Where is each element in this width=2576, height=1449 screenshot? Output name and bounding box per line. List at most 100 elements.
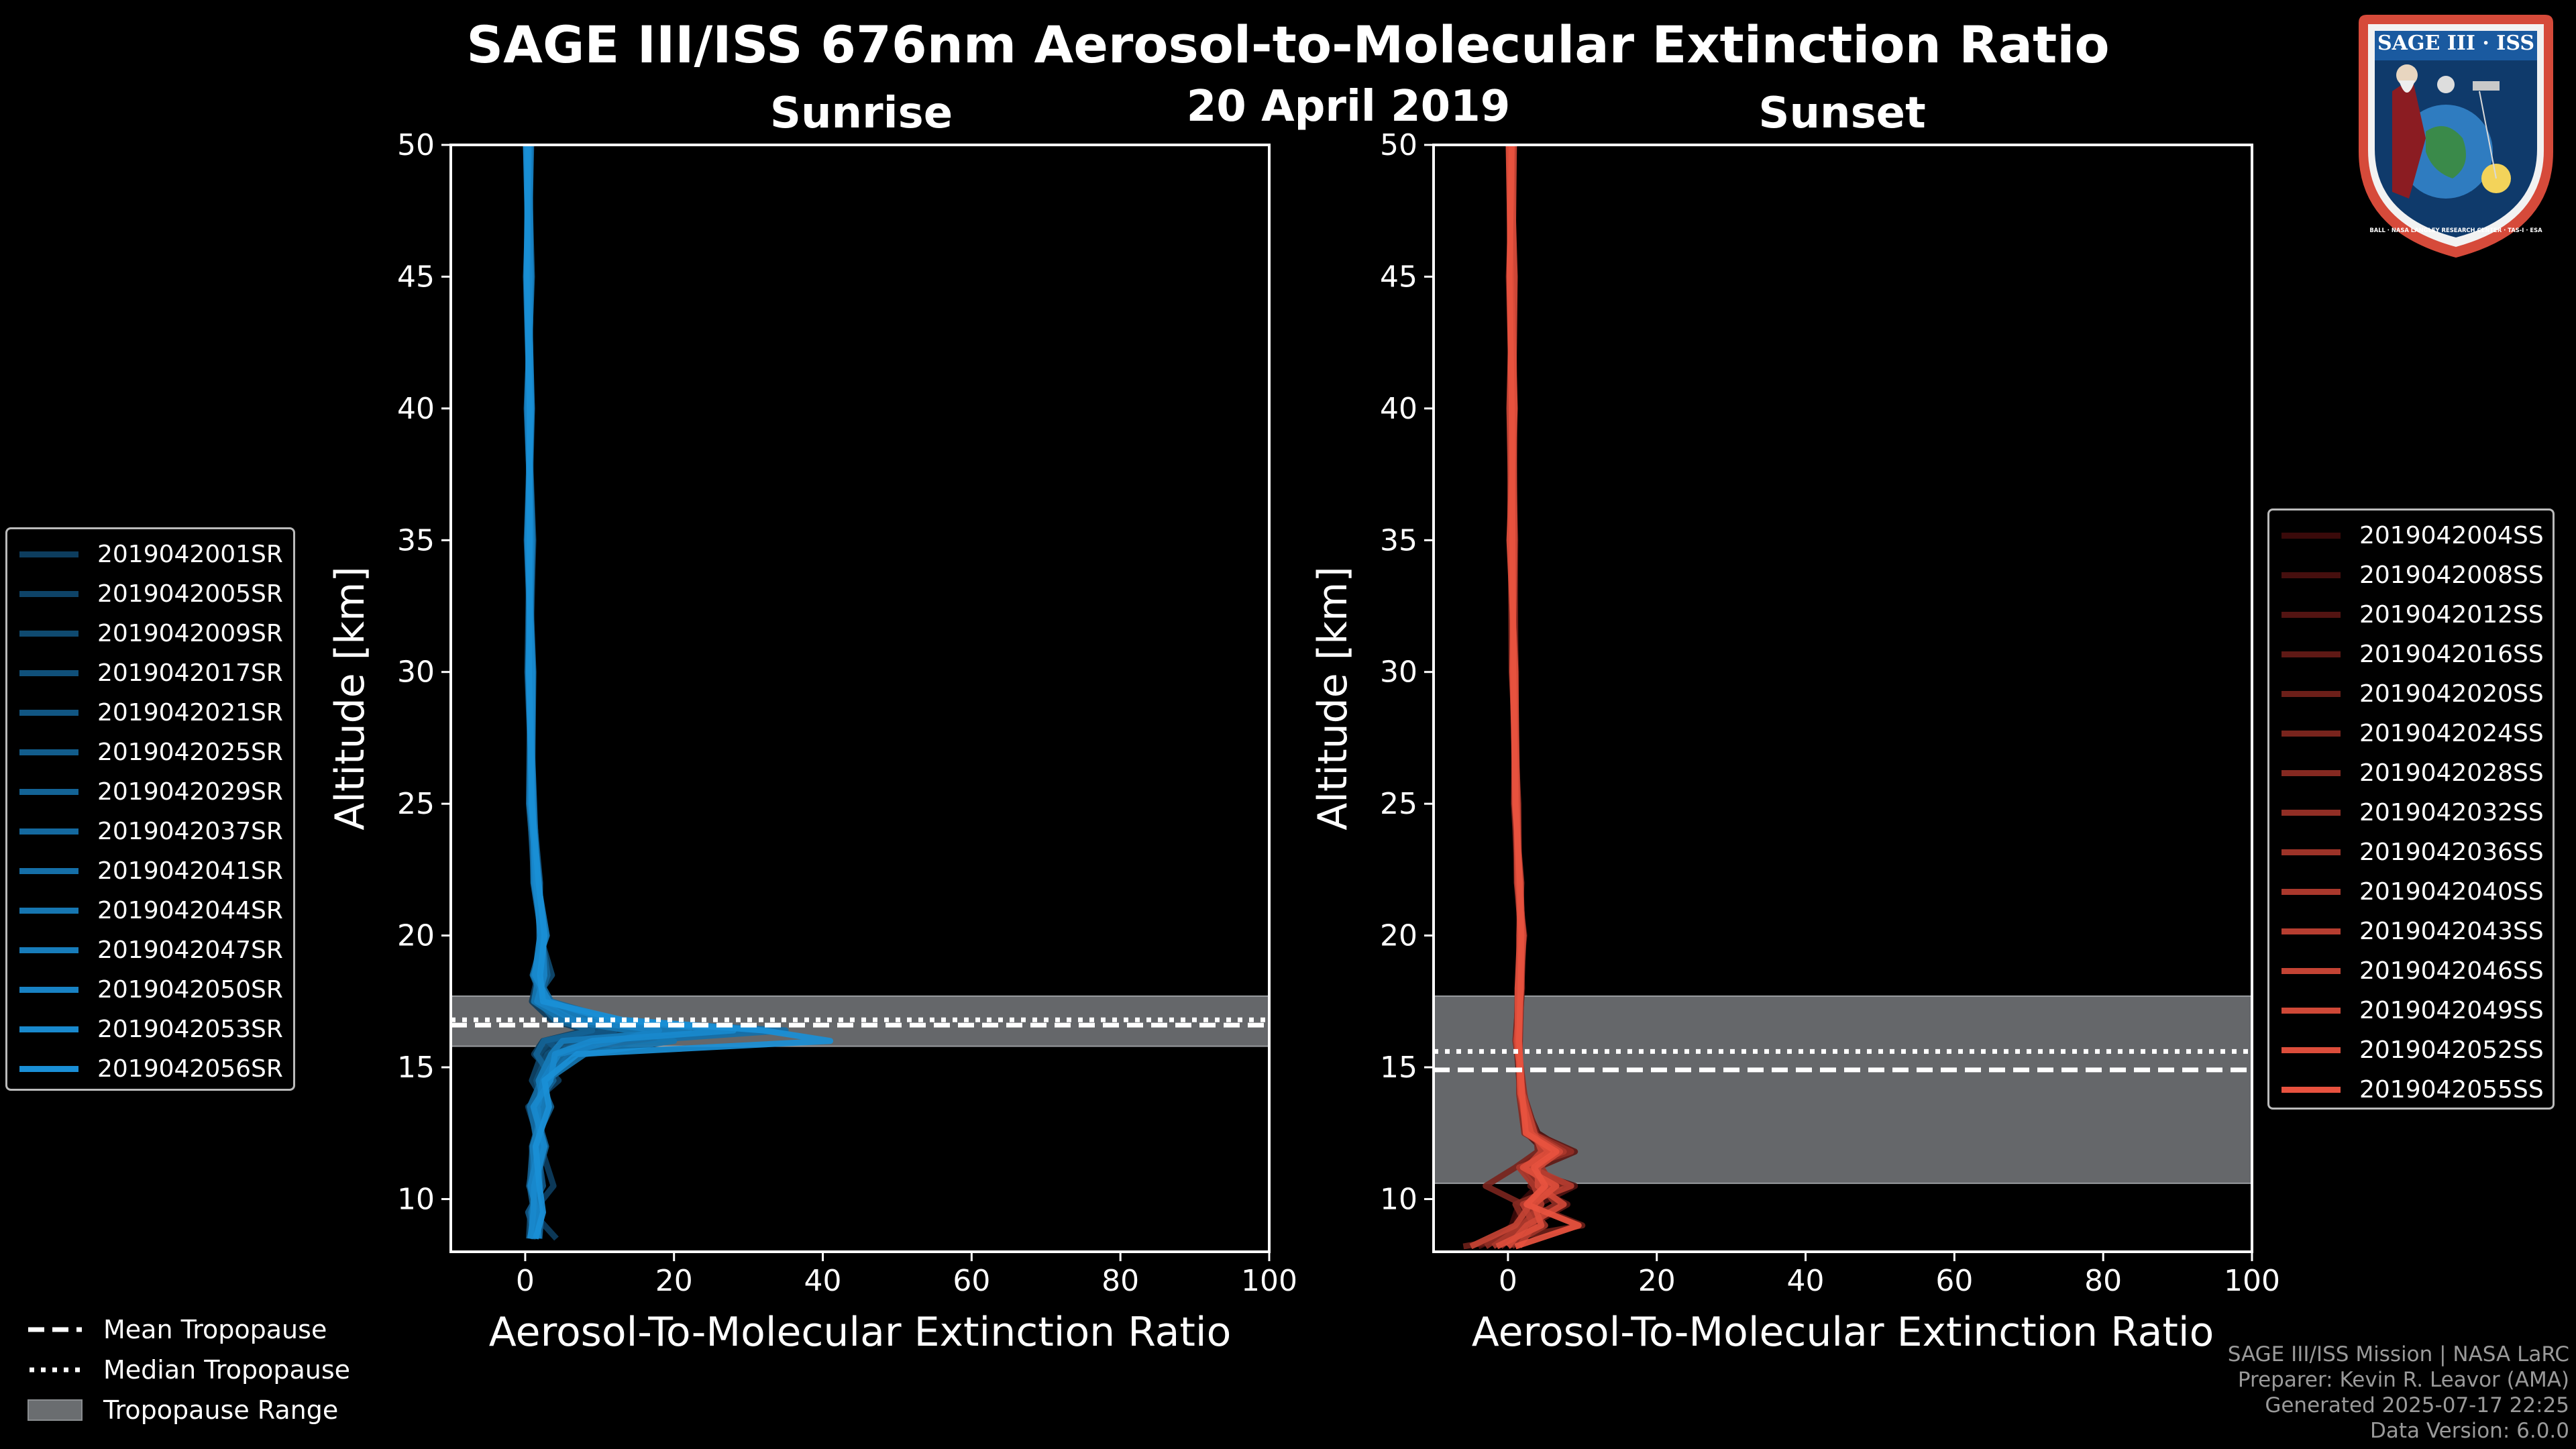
legend-swatch [19,631,78,637]
legend-swatch [19,1066,78,1072]
logo-text: SAGE III · ISS [2377,32,2534,55]
sunset-ytick-label: 30 [1380,655,1417,690]
legend-swatch [2282,770,2341,776]
sunrise-legend-item: 2019042017SR [7,653,293,693]
sunset-y-axis-label: Altitude [km] [1309,566,1356,830]
sunrise-ytick-label: 50 [397,128,435,162]
legend-swatch [2282,1047,2341,1053]
sunset-legend-item: 2019042055SS [2269,1070,2553,1110]
logo-ring-text: BALL · NASA LANGLEY RESEARCH CENTER · TA… [2369,227,2542,233]
sunrise-legend-label: 2019042009SR [97,620,283,647]
sunset-legend-label: 2019042020SS [2359,680,2544,708]
sunset-legend: 2019042004SS 2019042008SS 2019042012SS 2019… [2267,508,2555,1110]
range-swatch-icon [28,1399,83,1421]
sunset-legend-label: 2019042028SS [2359,759,2544,787]
sunrise-legend-item: 2019042001SR [7,535,293,574]
sunset-legend-label: 2019042036SS [2359,839,2544,866]
sunset-legend-item: 2019042052SS [2269,1030,2553,1070]
sunrise-legend-item: 2019042056SR [7,1049,293,1089]
sunset-legend-label: 2019042046SS [2359,957,2544,985]
sunset-ytick-label: 15 [1380,1051,1417,1085]
sunset-axes-frame [1432,144,2253,1253]
credits-mission: SAGE III/ISS Mission | NASA LaRC [2227,1342,2569,1366]
sunrise-legend-label: 2019042056SR [97,1055,283,1083]
sunset-legend-label: 2019042012SS [2359,601,2544,629]
legend-swatch [2282,928,2341,934]
legend-swatch [2282,533,2341,539]
legend-swatch [2282,889,2341,895]
sunrise-legend-label: 2019042047SR [97,936,283,964]
tropopause-legend: Mean Tropopause Median Tropopause Tropop… [27,1309,350,1430]
sunset-legend-label: 2019042024SS [2359,720,2544,747]
sunrise-legend-label: 2019042025SR [97,739,283,766]
sunrise-legend-item: 2019042005SR [7,574,293,614]
legend-swatch [2282,1008,2341,1014]
sunset-xtick-label: 0 [1499,1264,1517,1298]
sunrise-xtick-label: 0 [516,1264,535,1298]
sunrise-plot-area [451,145,1269,1252]
sunrise-ytick-label: 20 [397,919,435,953]
sunrise-legend-label: 2019042037SR [97,818,283,845]
sunset-ytick-label: 40 [1380,392,1417,426]
legend-swatch [2282,810,2341,816]
sunset-xtick-label: 100 [2224,1264,2280,1298]
sunrise-legend-label: 2019042017SR [97,659,283,687]
sunrise-axes-frame [449,144,1271,1253]
sunrise-legend-label: 2019042044SR [97,897,283,924]
legend-swatch [19,749,78,755]
legend-swatch [2282,572,2341,578]
legend-swatch [19,1026,78,1032]
sunrise-legend-item: 2019042029SR [7,772,293,812]
sunrise-legend-item: 2019042037SR [7,812,293,851]
sunset-xtick-label: 20 [1638,1264,1676,1298]
credits-block: SAGE III/ISS Mission | NASA LaRC Prepare… [2228,1342,2569,1444]
legend-swatch [19,710,78,716]
sunset-xtick-label: 80 [2084,1264,2122,1298]
sunrise-xtick-label: 40 [804,1264,842,1298]
sunset-legend-item: 2019042012SS [2269,595,2553,635]
legend-swatch [19,591,78,597]
tropopause-range-label: Tropopause Range [103,1395,339,1425]
sunset-legend-item: 2019042049SS [2269,991,2553,1030]
sunrise-ytick-label: 25 [397,787,435,821]
date-subtitle: 20 April 2019 [1186,82,1511,131]
sunrise-xtick-label: 20 [655,1264,693,1298]
sunrise-legend: 2019042001SR 2019042005SR 2019042009SR 2019… [5,527,295,1091]
sunrise-y-axis-label: Altitude [km] [327,566,374,830]
sunset-legend-item: 2019042008SS [2269,555,2553,595]
legend-swatch [19,947,78,953]
sunset-legend-label: 2019042040SS [2359,878,2544,906]
sunrise-xtick-label: 100 [1241,1264,1297,1298]
sunset-legend-item: 2019042028SS [2269,753,2553,793]
legend-swatch [2282,691,2341,697]
legend-swatch [19,551,78,557]
sunrise-x-axis-label: Aerosol-To-Molecular Extinction Ratio [489,1309,1232,1356]
sunrise-legend-item: 2019042009SR [7,614,293,653]
sunset-legend-label: 2019042043SS [2359,918,2544,945]
sunrise-legend-item: 2019042053SR [7,1010,293,1049]
sunrise-series-2019042056SR [523,144,834,1240]
dotted-line-icon [30,1367,82,1373]
sunset-legend-label: 2019042016SS [2359,641,2544,668]
sunrise-legend-label: 2019042021SR [97,699,283,727]
sunrise-legend-item: 2019042044SR [7,891,293,930]
sunset-legend-item: 2019042036SS [2269,833,2553,872]
sunset-ytick-label: 50 [1380,128,1417,162]
sunset-legend-label: 2019042008SS [2359,561,2544,589]
sunrise-legend-item: 2019042021SR [7,693,293,733]
sunset-panel-title: Sunset [1758,89,1926,138]
sunset-xtick-label: 40 [1787,1264,1825,1298]
mean-tropopause-label: Mean Tropopause [103,1315,327,1344]
sunset-legend-label: 2019042052SS [2359,1036,2544,1064]
sunset-legend-item: 2019042032SS [2269,793,2553,833]
sunrise-legend-item: 2019042050SR [7,970,293,1010]
sunrise-legend-item: 2019042047SR [7,930,293,970]
mean-tropopause-legend-item: Mean Tropopause [27,1309,350,1350]
sunrise-legend-label: 2019042005SR [97,580,283,608]
tropopause-range-legend-item: Tropopause Range [27,1390,350,1430]
legend-swatch [2282,651,2341,657]
sunset-x-axis-label: Aerosol-To-Molecular Extinction Ratio [1472,1309,2214,1356]
sunrise-ytick-label: 35 [397,523,435,557]
credits-preparer: Preparer: Kevin R. Leavor (AMA) [2237,1368,2569,1392]
